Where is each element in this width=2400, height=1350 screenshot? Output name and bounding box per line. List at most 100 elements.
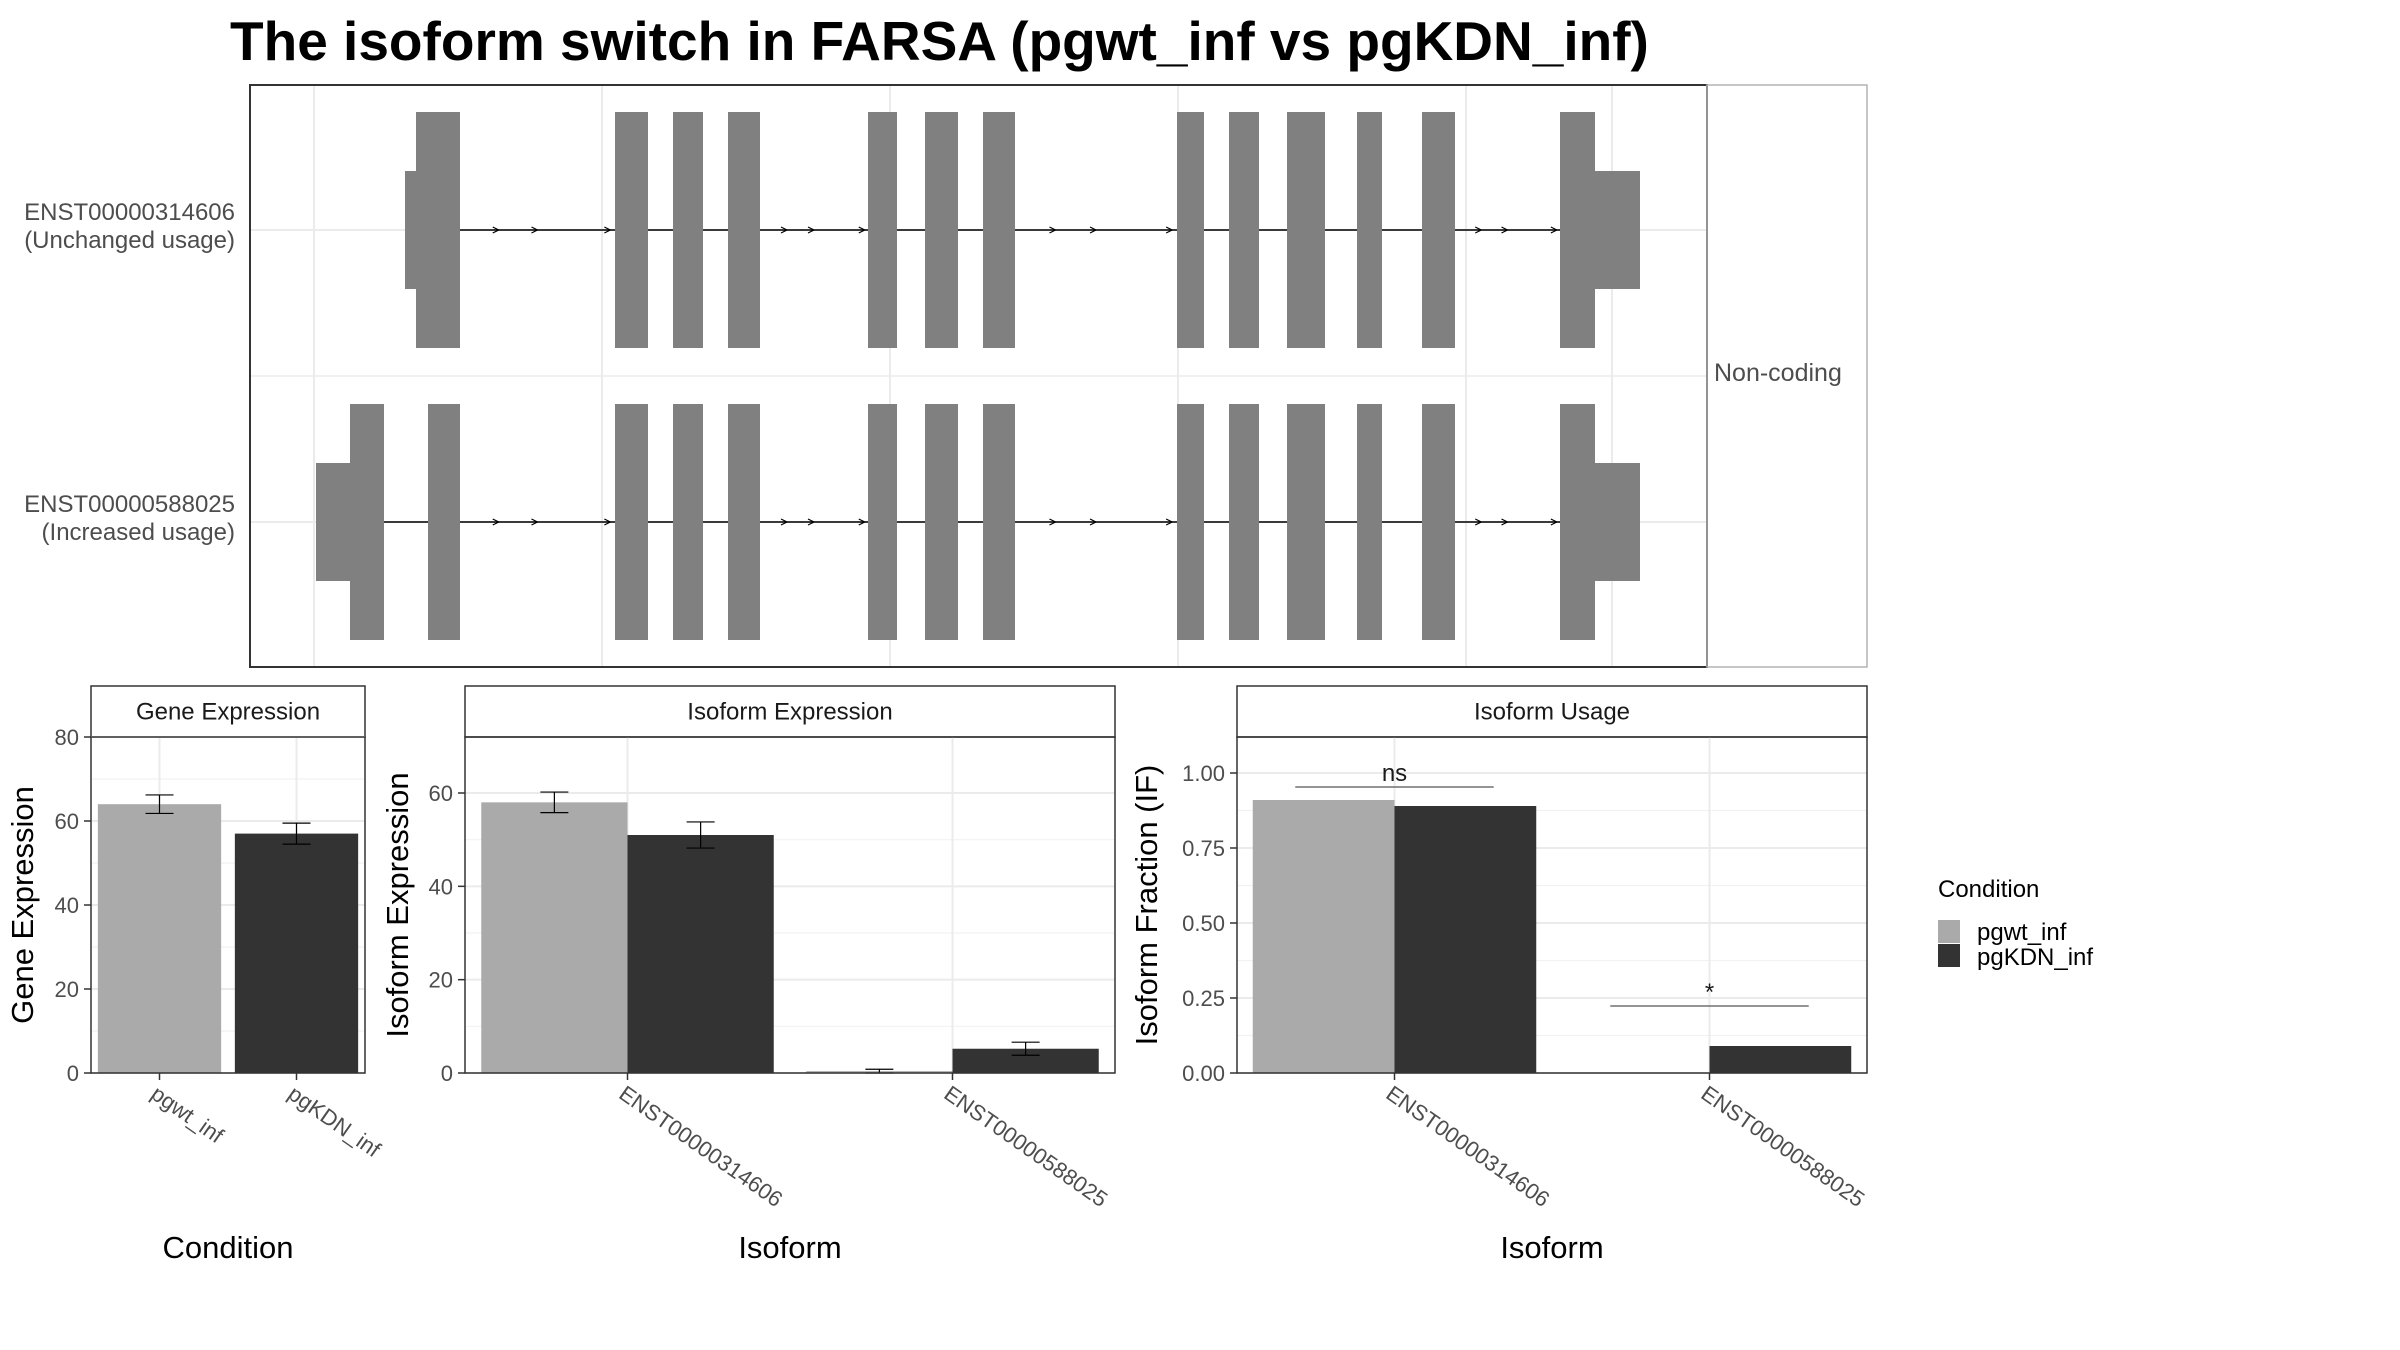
intron-arrow xyxy=(1089,518,1098,526)
transcript-model-2 xyxy=(316,404,1640,640)
y-axis-title: Isoform Expression xyxy=(380,772,415,1037)
legend: Condition pgwt_inf pgKDN_inf xyxy=(1938,876,2093,971)
cds-exon xyxy=(983,112,1015,348)
intron-arrow xyxy=(807,226,816,234)
x-tick-label: pgwt_inf xyxy=(147,1081,229,1149)
panel-border xyxy=(1236,736,1868,1074)
intron-arrow xyxy=(1049,518,1057,526)
panel-strip-title: Isoform Usage xyxy=(1474,699,1630,726)
legend-label-pgkdn-inf: pgKDN_inf xyxy=(1977,944,2093,971)
significance-label: * xyxy=(1705,979,1714,1006)
cds-exon xyxy=(1422,404,1455,640)
facet-label-non-coding: Non-coding xyxy=(1714,359,1842,387)
y-tick-label: 0.00 xyxy=(1182,1061,1225,1086)
cds-exon xyxy=(416,112,460,348)
intron-arrow xyxy=(858,518,867,526)
cds-exon xyxy=(868,404,897,640)
cds-exon xyxy=(1357,404,1382,640)
y-tick-label: 20 xyxy=(429,968,453,993)
cds-exon xyxy=(1422,112,1455,348)
intron-arrow xyxy=(1501,518,1509,526)
transcript-id-label: ENST00000314606 xyxy=(24,199,235,226)
cds-exon xyxy=(1560,112,1595,348)
intron-arrow xyxy=(1165,226,1174,234)
legend-label-pgwt-inf: pgwt_inf xyxy=(1977,919,2067,946)
x-tick-label: ENST00000314606 xyxy=(1382,1081,1555,1212)
legend-swatch-pgwt-inf xyxy=(1938,920,1960,943)
y-axis-title: Isoform Fraction (IF) xyxy=(1129,765,1164,1046)
bar-pgwt-inf xyxy=(1252,800,1395,1073)
panel-border xyxy=(464,736,1116,1074)
panel-strip xyxy=(464,685,1116,738)
cds-exon xyxy=(1229,112,1259,348)
x-tick-label: ENST00000588025 xyxy=(940,1081,1113,1212)
utr-exon xyxy=(316,463,350,581)
intron-arrow xyxy=(1474,518,1483,526)
cds-exon xyxy=(925,404,958,640)
bar-pgkdn-inf xyxy=(234,833,359,1073)
facet-strip xyxy=(1706,84,1868,668)
panel-border xyxy=(90,736,366,1074)
intron-arrow xyxy=(807,518,816,526)
intron-arrow xyxy=(1550,518,1559,526)
cds-exon xyxy=(1177,112,1204,348)
bar-pgwt-inf xyxy=(97,804,222,1073)
cds-exon xyxy=(1177,404,1204,640)
intron-arrow xyxy=(1501,226,1509,234)
intron-arrow xyxy=(858,226,867,234)
transcript-model-1 xyxy=(405,112,1640,348)
cds-exon xyxy=(728,112,760,348)
intron-arrow xyxy=(531,518,539,526)
cds-exon xyxy=(615,404,648,640)
isoform-expression-panel: Isoform Expression 0 20 40 60 ENST00000314606… xyxy=(380,685,1116,1265)
y-tick-label: 0.75 xyxy=(1182,836,1225,861)
legend-swatch-pgkdn-inf xyxy=(1938,944,1960,967)
y-tick-label: 80 xyxy=(55,725,79,750)
cds-exon xyxy=(1287,112,1325,348)
y-tick-label: 0.25 xyxy=(1182,986,1225,1011)
y-axis-title: Gene Expression xyxy=(5,786,40,1024)
intron-arrow xyxy=(1474,226,1483,234)
x-tick-label: ENST00000314606 xyxy=(615,1081,788,1212)
significance-label: ns xyxy=(1382,760,1407,787)
intron-arrow xyxy=(780,226,789,234)
cds-exon xyxy=(983,404,1015,640)
intron-arrow xyxy=(780,518,789,526)
intron-arrow xyxy=(492,226,501,234)
y-tick-label: 1.00 xyxy=(1182,761,1225,786)
transcript-usage-label: (Unchanged usage) xyxy=(24,227,235,254)
y-tick-label: 40 xyxy=(429,874,453,899)
y-tick-label: 60 xyxy=(429,781,453,806)
y-tick-label: 0.50 xyxy=(1182,911,1225,936)
transcript-usage-label: (Increased usage) xyxy=(42,519,235,546)
cds-exon xyxy=(1560,404,1595,640)
x-tick-label: ENST00000588025 xyxy=(1697,1081,1870,1212)
cds-exon xyxy=(350,404,384,640)
y-tick-label: 0 xyxy=(67,1061,79,1086)
cds-exon xyxy=(615,112,648,348)
intron-arrow xyxy=(1089,226,1098,234)
figure-title: The isoform switch in FARSA (pgwt_inf vs… xyxy=(230,10,1649,72)
cds-exon xyxy=(673,404,703,640)
intron-arrow xyxy=(1165,518,1174,526)
transcript-structure-panel: ENST00000314606(Unchanged usage) ENST0000… xyxy=(24,84,1868,668)
gene-expression-panel: Gene Expression 0 20 40 60 80 pgwt_inf pgKDN_in… xyxy=(5,685,386,1265)
intron-arrow xyxy=(531,226,539,234)
utr-exon xyxy=(1595,463,1640,581)
bar-pgkdn-inf xyxy=(627,835,774,1073)
bar-pgwt-inf xyxy=(481,802,628,1073)
x-axis-title: Isoform xyxy=(1500,1230,1603,1265)
transcript-id-label: ENST00000588025 xyxy=(24,491,235,518)
cds-exon xyxy=(728,404,760,640)
intron-arrow xyxy=(1550,226,1559,234)
x-axis-title: Condition xyxy=(163,1230,294,1265)
utr-exon xyxy=(1595,171,1640,289)
panel-strip-title: Gene Expression xyxy=(136,699,320,726)
cds-exon xyxy=(1357,112,1382,348)
utr-exon xyxy=(405,171,416,289)
bar-pgkdn-inf xyxy=(1394,806,1537,1073)
intron-arrow xyxy=(492,518,501,526)
cds-exon xyxy=(673,112,703,348)
bar-pgkdn-inf xyxy=(1709,1046,1852,1073)
